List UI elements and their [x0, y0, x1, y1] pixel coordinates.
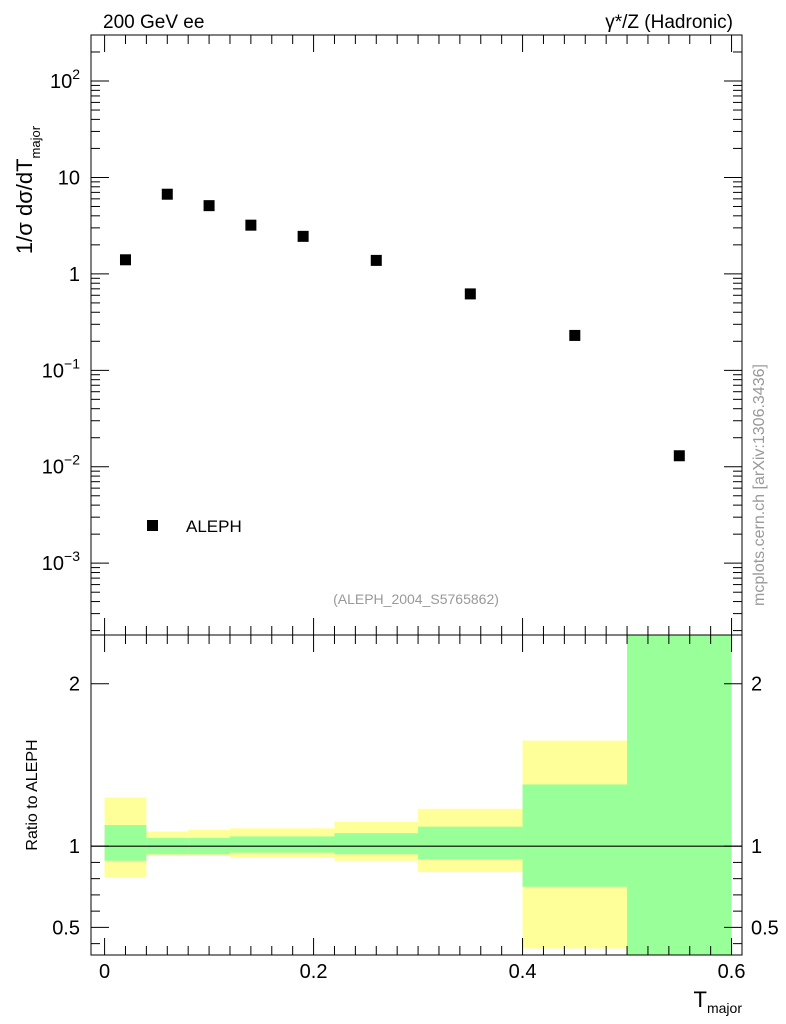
data-point	[673, 450, 685, 462]
ratio-band-inner	[418, 826, 523, 860]
ratio-plot-frame	[90, 634, 743, 956]
data-point	[161, 188, 173, 200]
ratio-y-tick-label-right: 0.5	[751, 917, 779, 939]
ratio-y-tick-label-right: 2	[751, 674, 762, 696]
main-y-tick-label: 10−2	[42, 452, 80, 479]
ratio-tick-labels: 2 2 1 1 0.5 0.5 0 0.2 0.4 0.6	[52, 674, 779, 983]
legend: ALEPH	[147, 517, 242, 536]
data-point	[119, 254, 131, 266]
legend-marker	[147, 520, 158, 531]
data-point	[370, 254, 382, 266]
header-right-label: γ*/Z (Hadronic)	[605, 12, 733, 33]
ratio-band-inner	[522, 784, 628, 887]
svg-text:Tmajor: Tmajor	[694, 987, 743, 1016]
x-label-main: T	[694, 987, 707, 1012]
x-label-sub: major	[707, 1000, 742, 1016]
ratio-band-inner	[104, 825, 147, 861]
ratio-band-inner	[627, 635, 732, 955]
x-tick-label: 0.2	[300, 961, 328, 983]
source-label: (ALEPH_2004_S5765862)	[333, 591, 499, 607]
main-y-axis-label: 1/σ dσ/dTmajor	[12, 125, 43, 254]
main-y-tick-label: 10−1	[42, 355, 80, 382]
svg-text:1/σ dσ/dTmajor: 1/σ dσ/dTmajor	[12, 125, 43, 254]
main-y-tick-label: 102	[50, 66, 80, 93]
ratio-band-inner	[334, 833, 419, 855]
legend-label: ALEPH	[186, 517, 242, 536]
data-point	[203, 200, 215, 212]
data-point	[464, 288, 476, 300]
ratio-band-inner	[229, 836, 314, 853]
ratio-y-tick-label: 1	[69, 836, 80, 858]
main-y-label-main: 1/σ dσ/dT	[12, 158, 37, 254]
x-tick-label: 0	[99, 961, 110, 983]
ratio-y-tick-label-right: 1	[751, 836, 762, 858]
x-tick-label: 0.6	[718, 961, 746, 983]
ratio-y-tick-label: 0.5	[52, 917, 80, 939]
watermark: mcplots.cern.ch [arXiv:1306.3436]	[751, 364, 768, 606]
x-tick-label: 0.4	[509, 961, 537, 983]
data-point	[297, 230, 309, 242]
x-axis-label: Tmajor	[694, 987, 743, 1016]
data-points	[119, 188, 685, 462]
ratio-y-axis-label: Ratio to ALEPH	[24, 739, 41, 850]
main-axis-ticks	[91, 34, 742, 635]
main-plot-frame	[90, 34, 743, 636]
ratio-band-inner	[313, 836, 335, 853]
main-y-tick-labels: 102 10 1 10−1 10−2 10−3	[42, 66, 80, 575]
ratio-y-tick-label: 2	[69, 674, 80, 696]
main-y-tick-label: 1	[69, 264, 80, 286]
main-y-tick-label: 10−3	[42, 548, 80, 575]
data-point	[245, 219, 257, 231]
ratio-axis-ticks	[91, 635, 742, 955]
main-y-tick-label: 10	[58, 167, 80, 189]
ratio-bands	[104, 635, 732, 955]
data-point	[569, 329, 581, 341]
header-left-label: 200 GeV ee	[103, 12, 204, 33]
ratio-panel: 2 2 1 1 0.5 0.5 0 0.2 0.4 0.6 Ratio to ALEPH Tmaj…	[24, 634, 779, 1016]
main-y-label-sub: major	[28, 125, 43, 158]
